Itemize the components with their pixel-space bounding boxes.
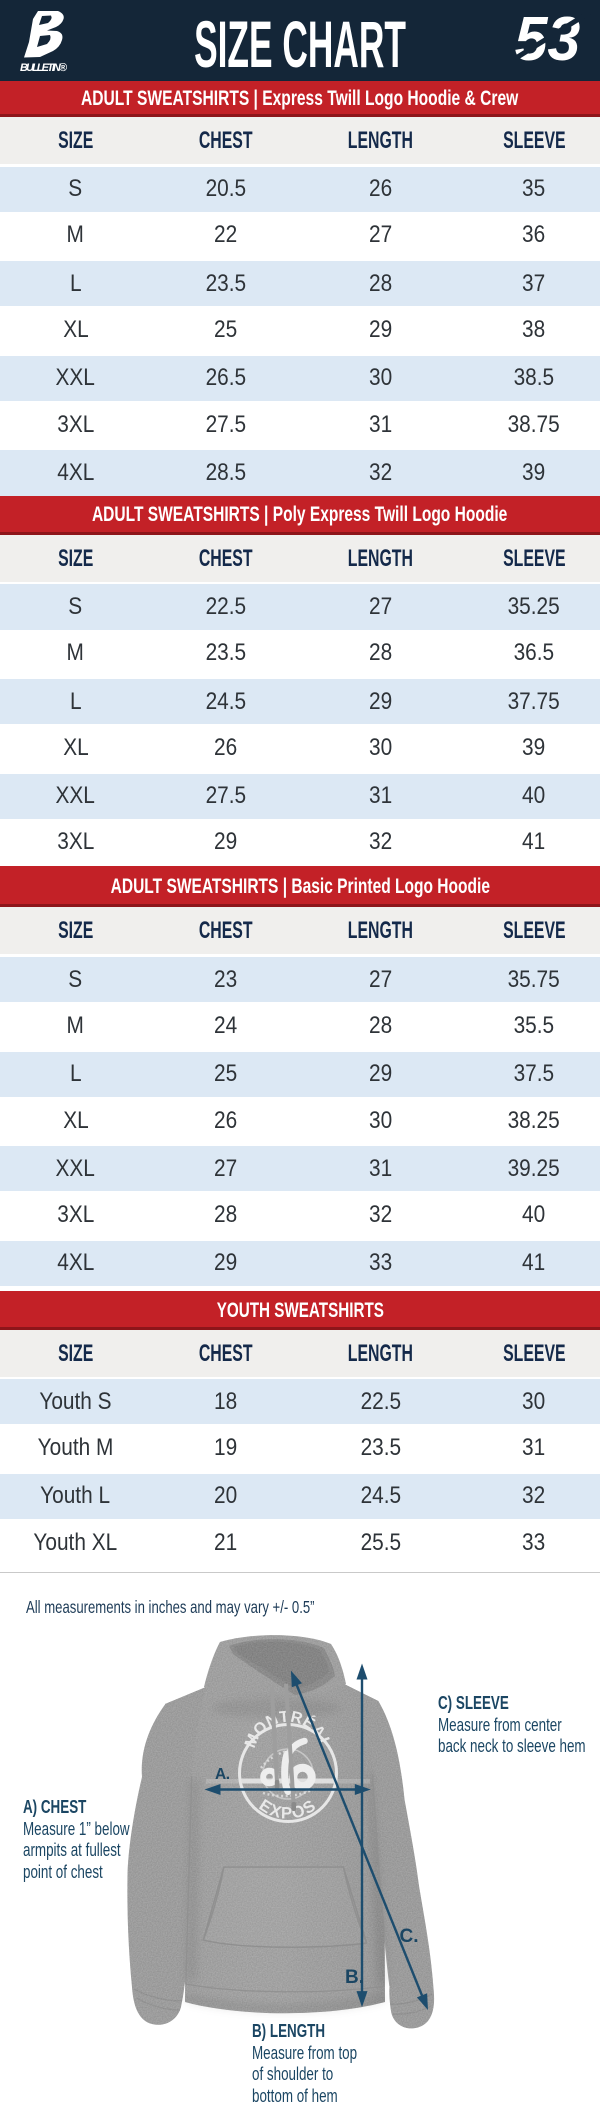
svg-text:A.: A. [215, 1766, 230, 1783]
svg-text:B.: B. [345, 1967, 364, 1988]
svg-text:C.: C. [400, 1926, 419, 1947]
svg-text:BULLETIN®: BULLETIN® [20, 62, 68, 74]
